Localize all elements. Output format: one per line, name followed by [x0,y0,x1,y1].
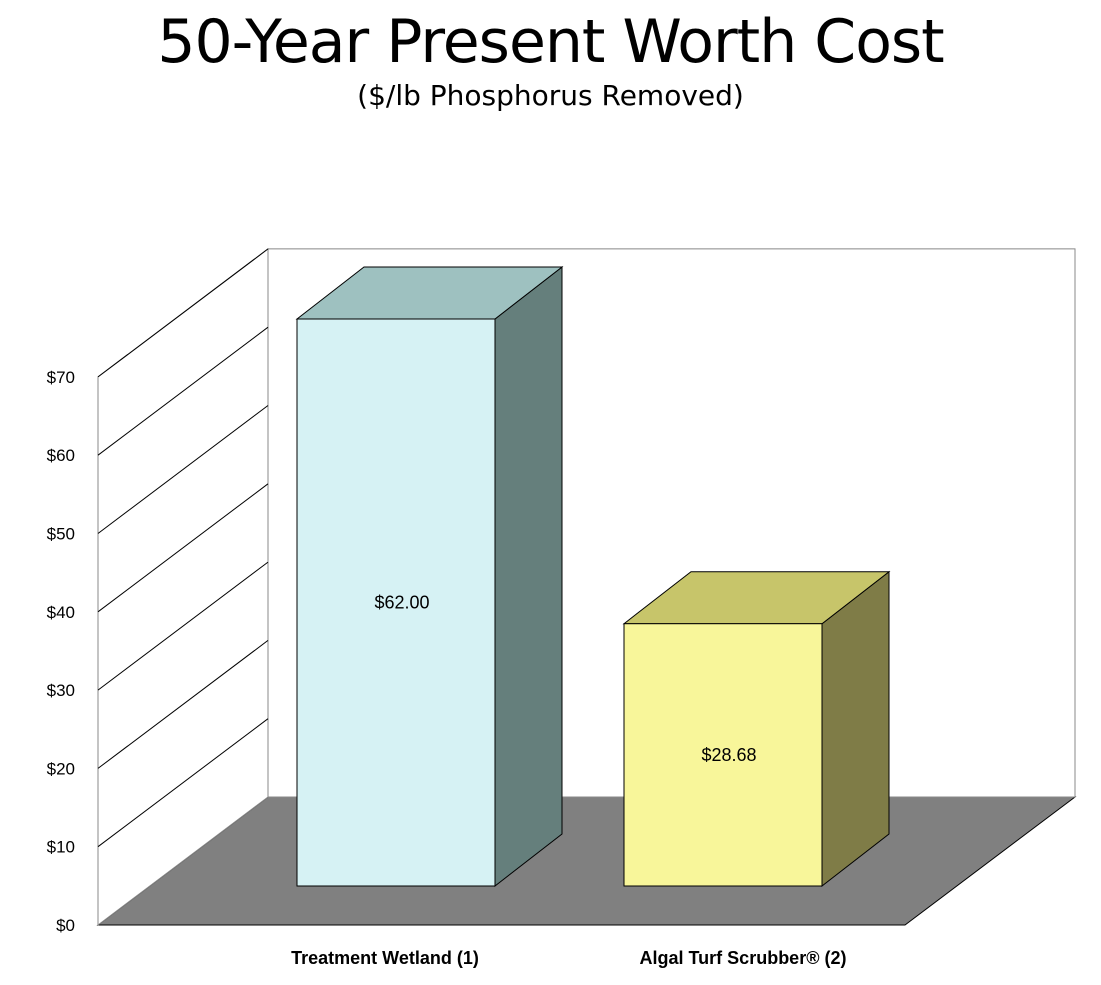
y-tick-label: $70 [47,368,75,387]
gridline-side [97,248,269,378]
chart-subtitle: ($/lb Phosphorus Removed) [357,79,744,112]
bar [296,318,496,887]
chart-title: 50-Year Present Worth Cost [157,7,944,77]
y-axis-ticks: $0 $10 $20 $30 $40 $50 $60 $70 [47,368,75,935]
gridline-side [97,718,269,848]
y-tick-label: $20 [47,759,75,778]
bar-side [494,265,563,888]
y-tick-label: $10 [47,838,75,857]
y-tick-label: $40 [47,603,75,622]
bar-side [821,570,890,888]
data-label: $62.00 [374,593,429,613]
chart-walls [96,247,1077,927]
floor [96,796,1077,926]
y-tick-label: $30 [47,681,75,700]
x-category-label: Treatment Wetland (1) [291,948,479,968]
gridline-side [97,483,269,613]
bar-group: $28.68 [622,570,891,888]
y-tick-label: $60 [47,446,75,465]
gridline-side [97,561,269,691]
bars: $62.00 $28.68 [295,265,891,888]
bar [623,623,823,887]
gridline-side [97,405,269,534]
data-label: $28.68 [701,745,756,765]
y-tick-label: $50 [47,525,75,544]
gridline-side [97,640,269,769]
gridline-side [97,326,269,456]
y-tick-label: $0 [56,916,75,935]
x-category-label: Algal Turf Scrubber® (2) [640,948,847,968]
x-axis-labels: Treatment Wetland (1) Algal Turf Scrubber… [291,948,846,968]
gridlines [97,248,269,848]
bar-group: $62.00 [295,265,564,888]
